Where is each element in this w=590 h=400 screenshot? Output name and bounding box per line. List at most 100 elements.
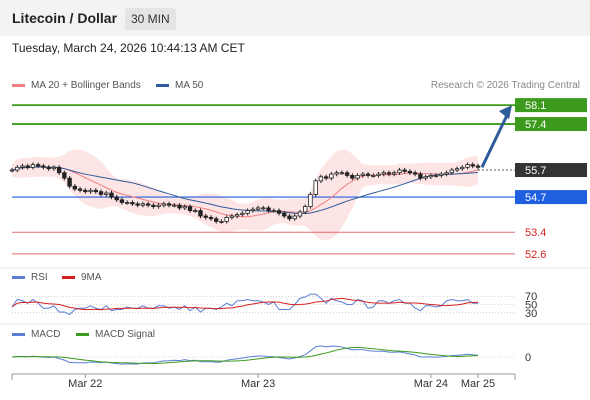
legend-ma50-label: MA 50 <box>175 80 204 91</box>
candle-body <box>386 172 392 175</box>
ma20-line <box>11 166 479 218</box>
candle-body <box>124 202 130 204</box>
legend-macd-label: MACD <box>31 329 61 340</box>
candle-body <box>9 169 15 172</box>
candle-body <box>313 180 318 195</box>
forecast-arrow-head <box>499 105 512 120</box>
ma50-line <box>11 166 479 215</box>
forecast-arrow-shaft <box>480 112 510 168</box>
candle-body <box>433 175 439 177</box>
candle-body <box>329 173 334 179</box>
candle-body <box>397 169 402 174</box>
candle-body <box>166 203 172 206</box>
rsi-line <box>11 293 478 316</box>
candle-body <box>187 206 193 212</box>
candle-body <box>449 169 455 174</box>
9ma-swatch <box>62 275 75 279</box>
candle-body <box>297 211 303 217</box>
level-tags-layer: 58.1 57.4 55.7 54.7 53.4 52.6 <box>515 98 587 261</box>
candle-body <box>240 212 245 216</box>
candle-body <box>88 189 93 193</box>
candle-body <box>30 164 36 168</box>
candle-body <box>77 188 83 191</box>
resistance-tag <box>515 98 587 113</box>
candle-body <box>360 173 366 176</box>
copyright-label: Research © 2026 Trading Central <box>430 80 580 91</box>
candle-body <box>182 206 187 209</box>
rsi-swatch <box>12 275 25 279</box>
legend-macd-signal-label: MACD Signal <box>95 329 156 340</box>
candle-body <box>402 169 407 172</box>
candle-body <box>365 173 371 176</box>
top-bar <box>0 0 590 36</box>
candle-body <box>460 166 465 170</box>
timeframe-badge[interactable]: 30 MIN <box>125 8 176 30</box>
ma20-swatch <box>12 83 25 87</box>
candle-body <box>93 189 98 193</box>
candle-body <box>465 164 470 168</box>
pivot-label: 54.7 <box>525 192 546 204</box>
support-label: 53.4 <box>525 227 546 239</box>
candle-body <box>46 166 51 170</box>
candle-body <box>266 207 271 212</box>
candle-body <box>292 215 297 220</box>
legend-ma50: MA 50 <box>156 80 203 91</box>
macd-signal-line <box>11 346 479 364</box>
candle-body <box>203 215 208 218</box>
pivot-tag <box>515 190 587 205</box>
candle-body <box>83 189 88 193</box>
rsi-tick-label: 30 <box>525 308 537 320</box>
bollinger-band-layer <box>12 149 478 241</box>
legend-9ma-label: 9MA <box>81 272 102 283</box>
x-tick-label: Mar 23 <box>241 378 275 390</box>
candle-body <box>140 203 146 206</box>
candle-body <box>67 177 72 187</box>
ma50-swatch <box>156 83 169 87</box>
candle-body <box>224 216 229 222</box>
candle-body <box>412 172 418 175</box>
candle-body <box>392 172 397 175</box>
legend-rsi: RSI <box>12 272 48 283</box>
rsi-tick-label: 70 <box>525 291 537 303</box>
legend-macd-signal: MACD Signal <box>76 329 155 340</box>
level-lines-layer <box>12 104 515 255</box>
macd-tick-label: 0 <box>525 352 531 364</box>
candle-body <box>20 165 25 168</box>
bollinger-band <box>12 149 478 241</box>
legend-ma20: MA 20 + Bollinger Bands <box>12 80 141 91</box>
rsi-tick-label: 50 <box>525 300 537 312</box>
candle-body <box>119 199 125 203</box>
candle-body <box>371 175 376 177</box>
candle-body <box>114 196 119 201</box>
candle-body <box>177 204 182 209</box>
candle-body <box>15 166 20 171</box>
candle-body <box>198 210 203 217</box>
rsi-9ma-line <box>11 297 479 311</box>
candle-body <box>287 215 292 220</box>
candle-body <box>339 172 345 175</box>
datetime-label: Tuesday, March 24, 2026 10:44:13 AM CET <box>12 41 245 55</box>
candle-body <box>25 165 30 168</box>
candle-body <box>109 192 114 198</box>
candle-body <box>145 203 151 206</box>
candle-body <box>255 207 261 210</box>
candle-body <box>62 172 67 179</box>
legend-macd: MACD <box>12 329 60 340</box>
macd-line <box>11 345 479 365</box>
candle-body <box>271 210 276 213</box>
candle-body <box>381 172 386 175</box>
candle-body <box>355 175 360 179</box>
candle-body <box>56 166 62 174</box>
candle-body <box>282 212 287 217</box>
candle-body <box>208 216 214 220</box>
candle-body <box>98 191 104 195</box>
candle-body <box>234 214 240 217</box>
last-price-tag <box>515 163 587 178</box>
candle-body <box>193 210 198 213</box>
candle-body <box>214 218 219 222</box>
legend-rsi-label: RSI <box>31 272 48 283</box>
candle-body <box>276 210 282 214</box>
candle-body <box>439 173 444 176</box>
candle-body <box>41 165 46 168</box>
